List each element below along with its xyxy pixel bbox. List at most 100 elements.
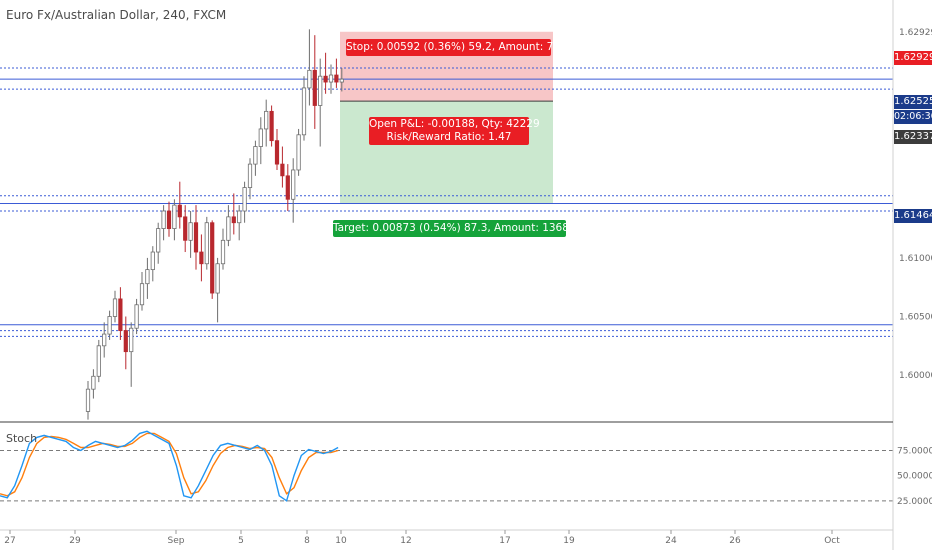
- time-tick-label: Oct: [824, 536, 840, 546]
- candle-body: [253, 146, 258, 165]
- candle: [193, 205, 199, 270]
- stoch-indicator[interactable]: 75.0000 50.0000 25.0000: [0, 430, 932, 507]
- candle-body: [150, 251, 155, 271]
- time-tick-label: 26: [729, 536, 741, 546]
- candle: [112, 290, 118, 323]
- candle: [150, 246, 155, 282]
- candle: [264, 99, 269, 147]
- candle-body: [112, 298, 118, 317]
- candle-body: [328, 74, 334, 83]
- candle-body: [258, 128, 263, 147]
- candle: [102, 322, 107, 358]
- candle-body: [226, 216, 231, 241]
- candle: [129, 322, 134, 387]
- candle-body: [91, 375, 96, 390]
- price-tick-label: 1.61000: [899, 254, 932, 264]
- candle-body: [145, 269, 150, 285]
- candle: [258, 117, 263, 165]
- price-tick-label: 1.62929: [899, 28, 932, 38]
- stoch-tick-label: 75.0000: [897, 446, 932, 456]
- stoch-label[interactable]: Stoch: [6, 432, 38, 445]
- candles-group[interactable]: [85, 29, 344, 420]
- horizontal-levels[interactable]: [0, 67, 893, 337]
- candle-body: [156, 228, 161, 253]
- candle-body: [318, 75, 323, 106]
- candle-body: [269, 110, 274, 142]
- candle-body: [188, 222, 193, 241]
- candle: [161, 205, 166, 241]
- current-price-tag: 1.62525: [894, 95, 932, 109]
- time-tick-label: 24: [665, 536, 677, 546]
- candle: [199, 234, 204, 282]
- candle: [123, 316, 128, 370]
- candle-body: [264, 110, 269, 130]
- candle: [274, 128, 280, 170]
- candle: [183, 205, 188, 253]
- candle-body: [215, 263, 220, 294]
- candle: [247, 158, 253, 200]
- candle: [91, 369, 96, 399]
- candle: [177, 181, 182, 229]
- candle-body: [204, 222, 209, 265]
- candle-body: [291, 169, 296, 200]
- candle-body: [334, 74, 339, 83]
- time-tick-label: 17: [499, 536, 510, 546]
- candle-body: [323, 75, 328, 83]
- candle-body: [134, 304, 139, 329]
- candle-body: [280, 163, 285, 177]
- stoch-tick-label: 25.0000: [897, 497, 932, 507]
- candle: [139, 271, 145, 311]
- stop-price-tag: 1.62929: [894, 51, 932, 65]
- candle: [312, 35, 317, 129]
- candle-body: [274, 140, 280, 165]
- candle: [204, 216, 209, 270]
- candle: [118, 287, 123, 340]
- candle-body: [129, 327, 134, 353]
- time-tick-label: 10: [335, 536, 347, 546]
- candle: [334, 58, 339, 88]
- time-tick-label: 12: [400, 536, 411, 546]
- price-tick-label: 1.60000: [899, 371, 932, 381]
- candle-body: [161, 210, 166, 229]
- candle: [339, 67, 344, 92]
- candle-body: [102, 333, 107, 347]
- time-tick-label: 19: [563, 536, 575, 546]
- time-tick-label: 8: [304, 536, 310, 546]
- candle: [307, 29, 312, 106]
- candle-body: [231, 216, 236, 224]
- candle-body: [307, 69, 312, 89]
- candle: [145, 257, 150, 299]
- candle: [253, 140, 258, 176]
- candle: [328, 64, 334, 94]
- candle: [85, 380, 91, 420]
- target-price-tag: 1.61464: [894, 209, 932, 223]
- stoch-d-line: [0, 432, 339, 497]
- candle-body: [172, 204, 177, 229]
- candle: [301, 76, 307, 141]
- candle: [188, 211, 193, 258]
- candle: [318, 58, 323, 147]
- candle-body: [123, 330, 128, 353]
- candle-body: [177, 204, 182, 218]
- price-tick-label: 1.60500: [899, 313, 932, 323]
- candle: [323, 52, 328, 94]
- time-tick-label: 29: [69, 536, 81, 546]
- symbol-title[interactable]: Euro Fx/Australian Dollar, 240, FXCM: [6, 8, 227, 22]
- candle: [96, 339, 101, 383]
- candle-body: [107, 316, 112, 335]
- time-tick-label: 27: [4, 536, 15, 546]
- candle-body: [301, 87, 307, 136]
- candle-body: [193, 222, 199, 253]
- candle: [166, 201, 172, 237]
- candle-body: [312, 69, 317, 106]
- candle: [237, 205, 242, 241]
- candle-body: [220, 239, 226, 265]
- candle: [215, 257, 220, 323]
- stop-label: Stop: 0.00592 (0.36%) 59.2, Amount: 750: [346, 39, 567, 56]
- candle-body: [118, 298, 123, 331]
- candle: [226, 205, 231, 247]
- pnl-line-1: Open P&L: -0.00188, Qty: 42229: [369, 118, 540, 130]
- candle-body: [166, 210, 172, 229]
